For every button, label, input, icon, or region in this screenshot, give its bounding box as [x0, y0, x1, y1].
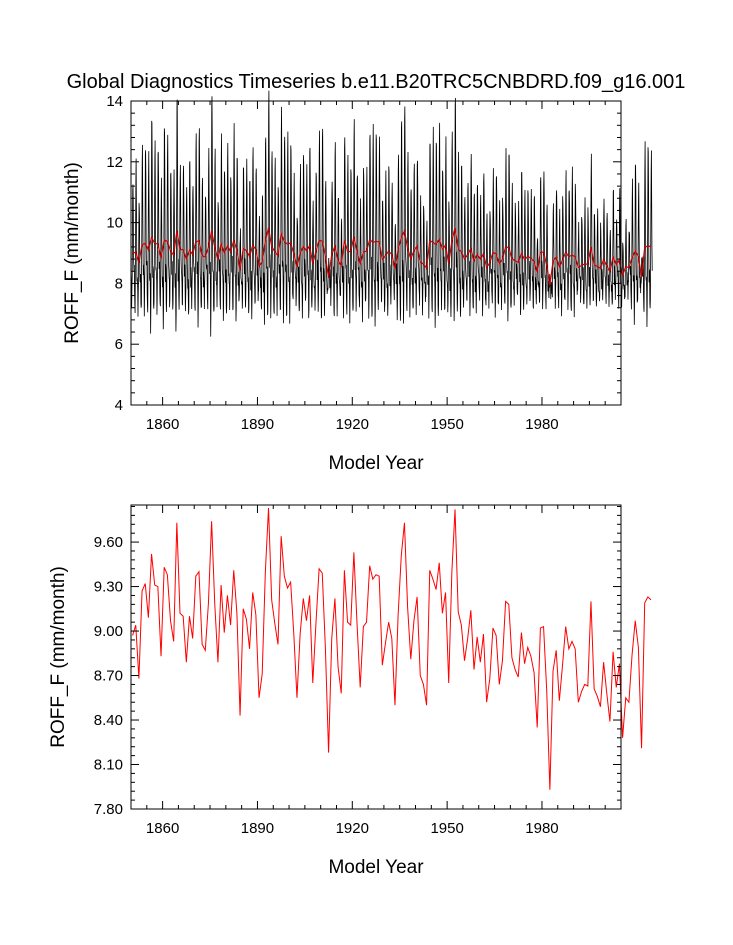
top-y-axis-label: ROFF_F (mm/month)	[62, 162, 83, 344]
x-tick-label: 1920	[336, 820, 369, 837]
bottom-ticks	[130, 505, 622, 810]
x-tick-label: 1860	[146, 820, 179, 837]
y-tick-label: 10	[106, 215, 123, 232]
y-tick-label: 8.40	[94, 712, 123, 729]
top-x-tick-labels: 1860 1890 1920 1950 1980	[146, 416, 559, 433]
y-tick-label: 8.10	[94, 757, 123, 774]
y-tick-label: 12	[106, 154, 123, 171]
x-tick-label: 1890	[241, 820, 274, 837]
y-tick-label: 6	[115, 336, 123, 353]
top-panel: 1860 1890 1920 1950 1980 4 6 8 10 12 14 Model Yea…	[62, 90, 653, 474]
y-tick-label: 8	[115, 275, 123, 292]
top-ticks	[130, 100, 622, 406]
y-tick-label: 9.00	[94, 623, 123, 640]
top-series-monthly	[130, 90, 653, 337]
bottom-y-axis-label: ROFF_F (mm/month)	[48, 566, 69, 748]
y-tick-label: 9.30	[94, 579, 123, 596]
y-tick-label: 4	[115, 397, 123, 414]
y-tick-label: 8.70	[94, 668, 123, 685]
x-tick-label: 1920	[336, 416, 369, 433]
bottom-x-tick-labels: 1860 1890 1920 1950 1980	[146, 820, 559, 837]
chart-title: Global Diagnostics Timeseries b.e11.B20T…	[67, 71, 686, 93]
top-series-annual	[132, 227, 652, 286]
bottom-y-tick-labels: 7.80 8.10 8.40 8.70 9.00 9.30 9.60	[94, 534, 123, 818]
bottom-plot-frame	[130, 504, 622, 810]
y-tick-label: 7.80	[94, 801, 123, 818]
x-tick-label: 1980	[525, 416, 558, 433]
x-tick-label: 1950	[430, 416, 463, 433]
top-x-axis-label: Model Year	[328, 453, 424, 474]
x-tick-label: 1980	[525, 820, 558, 837]
bottom-series	[132, 507, 652, 790]
y-tick-label: 9.60	[94, 534, 123, 551]
annual-mean-line	[132, 507, 652, 790]
bottom-panel: 1860 1890 1920 1950 1980 7.80 8.10 8.40 8.70 9.0…	[48, 504, 652, 878]
y-tick-label: 14	[106, 93, 123, 110]
bottom-x-axis-label: Model Year	[328, 857, 424, 878]
annual-mean-overlay-line	[132, 227, 652, 286]
x-tick-label: 1890	[241, 416, 274, 433]
top-plot-frame	[130, 100, 622, 406]
x-tick-label: 1950	[430, 820, 463, 837]
x-tick-label: 1860	[146, 416, 179, 433]
top-y-tick-labels: 4 6 8 10 12 14	[106, 93, 123, 414]
monthly-line	[130, 90, 653, 337]
